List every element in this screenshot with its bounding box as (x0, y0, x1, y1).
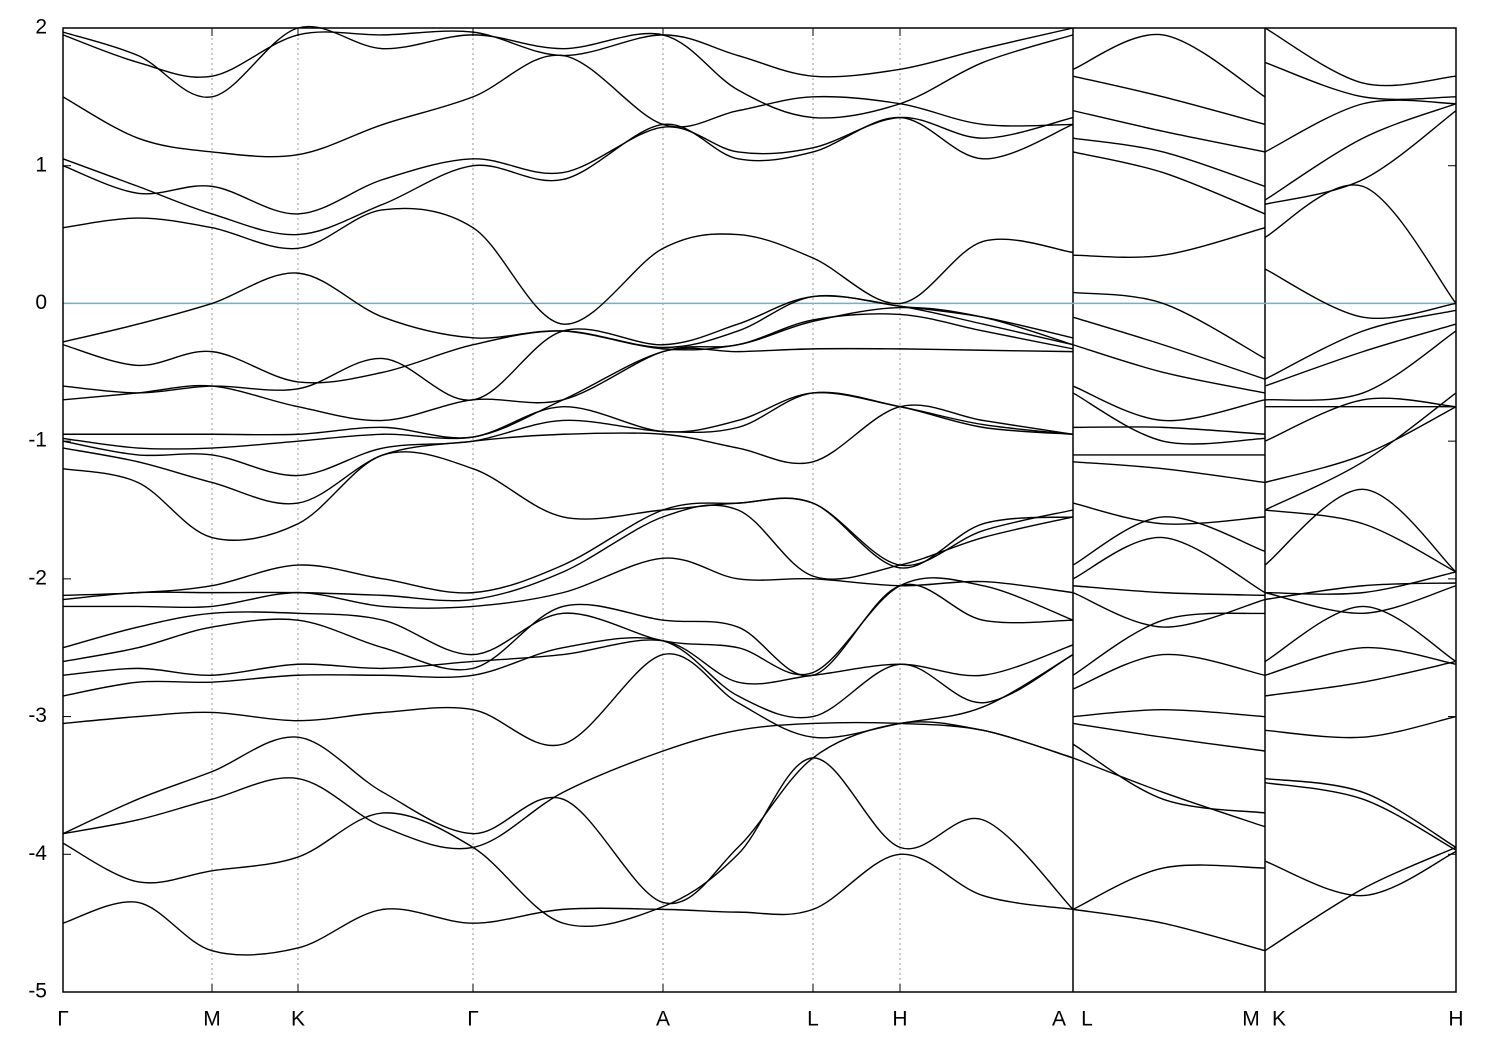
y-tick-label: -1 (28, 429, 47, 452)
x-tick-label: K (1272, 1008, 1286, 1031)
band-line (62, 757, 1457, 927)
x-tick-label: H (892, 1008, 907, 1031)
x-tick-label: H (1448, 1008, 1463, 1031)
band-line (62, 54, 1457, 158)
band-line (62, 391, 1457, 484)
x-tick-label: Γ (467, 1008, 479, 1031)
plot-frame (62, 27, 1457, 993)
band-line (62, 184, 1457, 325)
band-line (62, 25, 1457, 126)
x-tick-label: M (203, 1008, 221, 1031)
band-line (62, 27, 1457, 98)
band-line (63, 557, 1457, 609)
y-tick-label: -3 (28, 704, 47, 727)
band-line (62, 451, 1457, 573)
band-line (62, 653, 1457, 752)
band-line (62, 392, 1457, 511)
band-line (62, 268, 1457, 360)
band-line (62, 488, 1457, 597)
x-tick-label: M (1242, 1008, 1260, 1031)
y-tick-label: 0 (35, 291, 47, 314)
y-tick-label: 1 (35, 153, 47, 176)
x-tick-label: K (291, 1008, 305, 1031)
band-line (62, 110, 1457, 236)
band-line (62, 347, 1456, 439)
band-line (62, 639, 1457, 690)
band-line (62, 846, 1457, 956)
y-tick-label: -2 (28, 566, 47, 589)
x-tick-label: Γ (57, 1008, 69, 1031)
x-tick-label: A (656, 1008, 670, 1031)
band-line (62, 636, 1457, 719)
x-tick-label: A (1052, 1008, 1066, 1031)
band-line (62, 583, 1457, 677)
x-tick-label: L (807, 1008, 819, 1031)
y-tick-label: -5 (28, 980, 47, 1003)
x-tick-label: L (1081, 1008, 1093, 1031)
band-line (62, 103, 1457, 215)
band-line (62, 391, 1457, 450)
band-line (62, 504, 1457, 602)
y-tick-label: 2 (35, 16, 47, 39)
y-tick-label: -4 (28, 842, 47, 865)
band-line (62, 313, 1457, 422)
